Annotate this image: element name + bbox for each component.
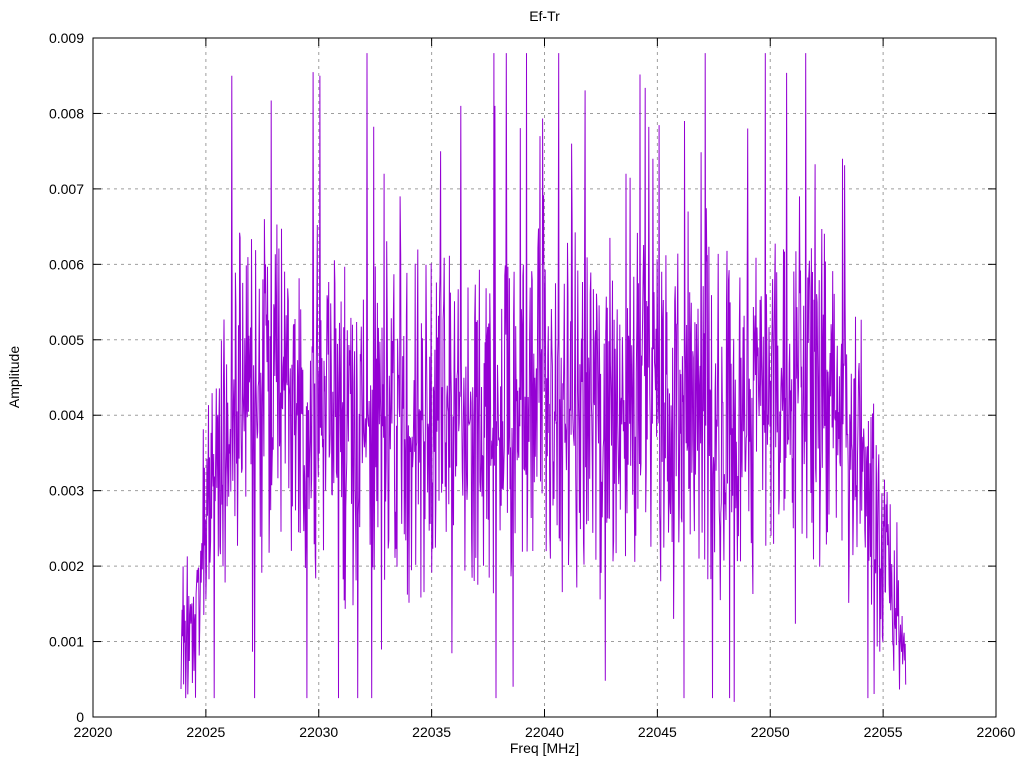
y-tick-label: 0.005 [49, 332, 84, 348]
x-tick-label: 22045 [638, 724, 677, 740]
y-tick-label: 0.007 [49, 181, 84, 197]
y-axis-label: Amplitude [6, 345, 22, 409]
y-tick-label: 0.009 [49, 30, 84, 46]
x-axis-label: Freq [MHz] [509, 740, 580, 756]
series-eftr [180, 53, 907, 702]
x-tick-label: 22040 [525, 724, 564, 740]
chart-title: Ef-Tr [529, 8, 560, 24]
x-tick-label: 22035 [412, 724, 451, 740]
y-tick-label: 0.002 [49, 558, 84, 574]
y-tick-label: 0.003 [49, 483, 84, 499]
tick-labels: 22020 22025 22030 22035 22040 22045 22050 22055… [49, 30, 1016, 740]
y-tick-label: 0.001 [49, 634, 84, 650]
grid-lines [93, 38, 996, 717]
series-line [180, 53, 907, 702]
x-tick-label: 22030 [299, 724, 338, 740]
y-tick-label: 0.004 [49, 407, 84, 423]
y-tick-label: 0.008 [49, 105, 84, 121]
x-tick-label: 22055 [864, 724, 903, 740]
y-tick-label: 0 [76, 709, 84, 725]
x-tick-label: 22025 [186, 724, 225, 740]
x-tick-label: 22050 [751, 724, 790, 740]
x-tick-label: 22060 [977, 724, 1016, 740]
y-tick-label: 0.006 [49, 256, 84, 272]
x-tick-label: 22020 [74, 724, 113, 740]
plot-border-and-ticks [92, 37, 997, 718]
